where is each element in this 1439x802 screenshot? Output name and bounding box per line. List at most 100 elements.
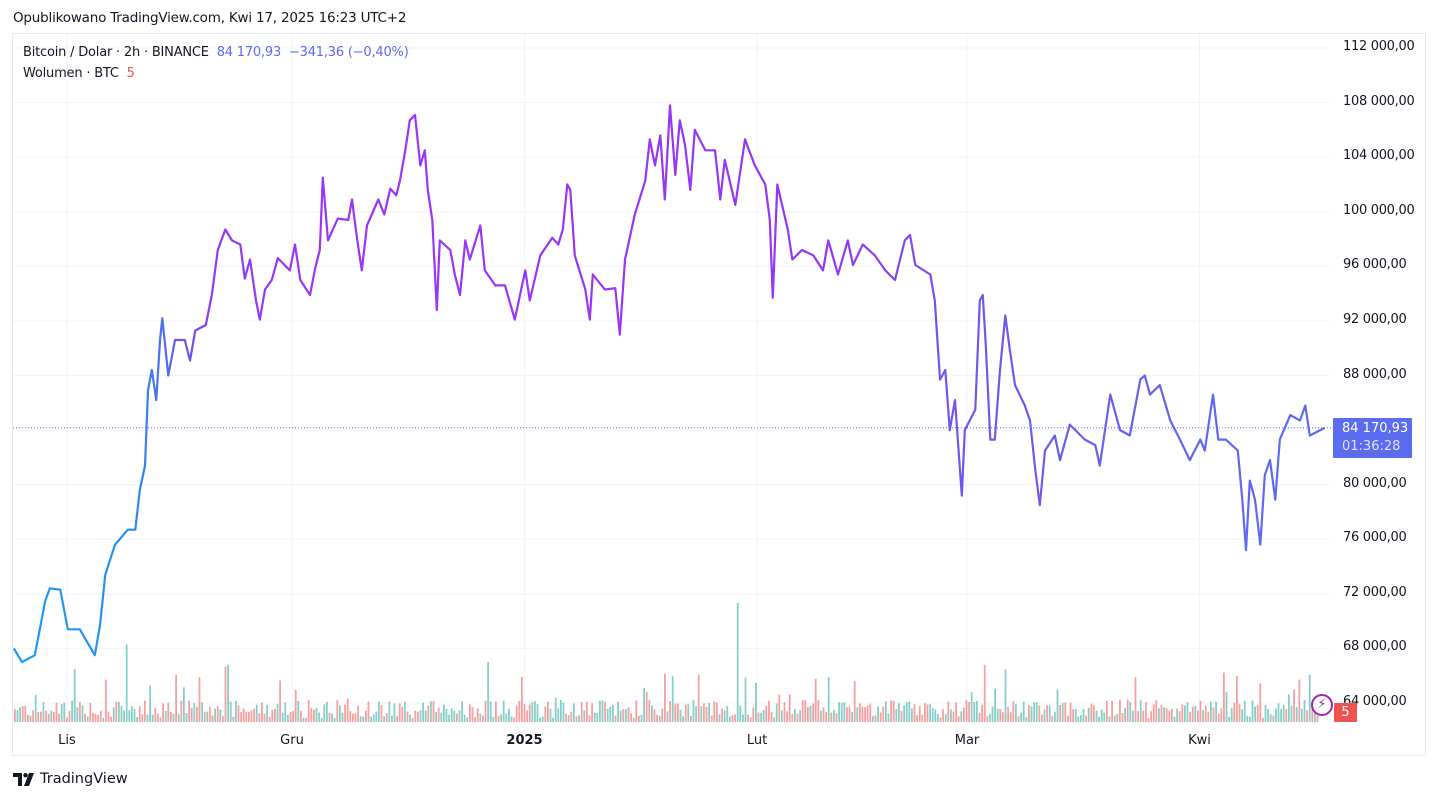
symbol-name: Bitcoin / Dolar · 2h · BINANCE [23, 45, 209, 60]
volume-bar [1077, 716, 1080, 722]
volume-bar [476, 708, 479, 722]
volume-bar [926, 704, 929, 722]
volume-bar [47, 713, 50, 722]
volume-bar [770, 711, 773, 722]
volume-bar [799, 710, 801, 722]
volume-bar [1251, 700, 1254, 722]
volume-bar [411, 717, 414, 722]
volume-bar [937, 713, 939, 722]
volume-bar [1293, 689, 1295, 722]
volume-bar [544, 706, 547, 722]
volume-bar [110, 716, 112, 722]
volume-bar [167, 702, 170, 722]
volume-bar [500, 714, 502, 722]
volume-bar [846, 707, 848, 722]
volume-bar [617, 701, 619, 722]
volume-bar [856, 707, 859, 722]
volume-bar [976, 701, 978, 722]
tradingview-logo[interactable]: TradingView [13, 771, 128, 787]
volume-bar [219, 709, 222, 722]
volume-bar [791, 713, 794, 722]
volume-bar [593, 712, 596, 722]
volume-bar [957, 716, 960, 722]
volume-bar [14, 709, 16, 722]
volume-bar [281, 712, 284, 722]
volume-bar [362, 716, 365, 722]
volume-bar [1217, 713, 1220, 722]
volume-bar [788, 694, 791, 722]
volume-bar [131, 706, 133, 722]
volume-bar [760, 712, 762, 722]
volume-bar [435, 711, 437, 722]
volume-bar [536, 704, 539, 722]
volume-bar [653, 709, 656, 722]
volume-bar [136, 717, 138, 722]
volume-bar [149, 685, 151, 722]
volume-bar [874, 715, 877, 722]
volume-bar [531, 702, 534, 722]
volume-bar [729, 716, 731, 722]
volume-bar [1017, 716, 1020, 722]
volume-bar [905, 702, 908, 722]
price-tick-label: 80 000,00 [1343, 475, 1407, 491]
volume-bar [372, 714, 375, 722]
volume-bar [1238, 703, 1241, 722]
volume-bar [237, 705, 240, 722]
volume-bar [141, 714, 144, 722]
volume-bar [968, 701, 970, 722]
volume-bar [1306, 710, 1308, 722]
volume-bar [986, 716, 989, 722]
volume-bar [1311, 704, 1314, 722]
volume-bar [336, 700, 339, 722]
volume-bar [495, 701, 497, 722]
symbol-legend[interactable]: Bitcoin / Dolar · 2h · BINANCE 84 170,93… [23, 45, 409, 60]
volume-bar [1254, 706, 1256, 722]
volume-bar [157, 713, 159, 722]
volume-bar [528, 704, 531, 722]
volume-bar [115, 701, 118, 722]
volume-bar [695, 706, 697, 722]
volume-bar [1113, 715, 1116, 722]
volume-bar [279, 680, 281, 722]
volume-bar [190, 707, 193, 722]
volume-bar [154, 707, 157, 722]
volume-bar [404, 701, 406, 722]
volume-bar [1163, 707, 1165, 722]
volume-bar [118, 701, 120, 722]
volume-bar [614, 715, 617, 722]
volume-bar [534, 701, 536, 722]
volume-bar [261, 702, 263, 722]
volume-bar [68, 710, 71, 722]
price-change: −341,36 (−0,40%) [288, 45, 409, 60]
time-tick-label: 2025 [506, 733, 543, 748]
volume-bar [575, 716, 578, 722]
volume-bar [27, 714, 29, 722]
volume-bar [934, 709, 937, 722]
volume-bar [645, 691, 648, 722]
volume-bar [892, 700, 895, 722]
volume-bar [1051, 715, 1054, 722]
volume-bar [398, 703, 401, 722]
volume-bar [1033, 702, 1035, 722]
volume-bar [518, 700, 521, 722]
volume-bar [1106, 700, 1108, 722]
volume-bar [1165, 708, 1168, 722]
volume-bar [1121, 712, 1124, 722]
volume-bar [346, 698, 349, 722]
tradingview-logo-icon [13, 772, 34, 786]
volume-bar [794, 709, 796, 722]
volume-badge: 5 [1334, 703, 1357, 722]
volume-bar [183, 687, 185, 722]
volume-bar [328, 712, 331, 722]
volume-bar [1061, 703, 1064, 722]
volume-bar [1223, 672, 1225, 722]
volume-bar [872, 716, 874, 722]
volume-bar [809, 705, 812, 722]
lightning-icon[interactable]: ⚡ [1311, 694, 1333, 716]
volume-legend[interactable]: Wolumen · BTC 5 [23, 66, 135, 81]
volume-bar [570, 711, 573, 722]
volume-bar [682, 716, 684, 722]
volume-bar [944, 714, 947, 722]
volume-bar [827, 677, 830, 722]
